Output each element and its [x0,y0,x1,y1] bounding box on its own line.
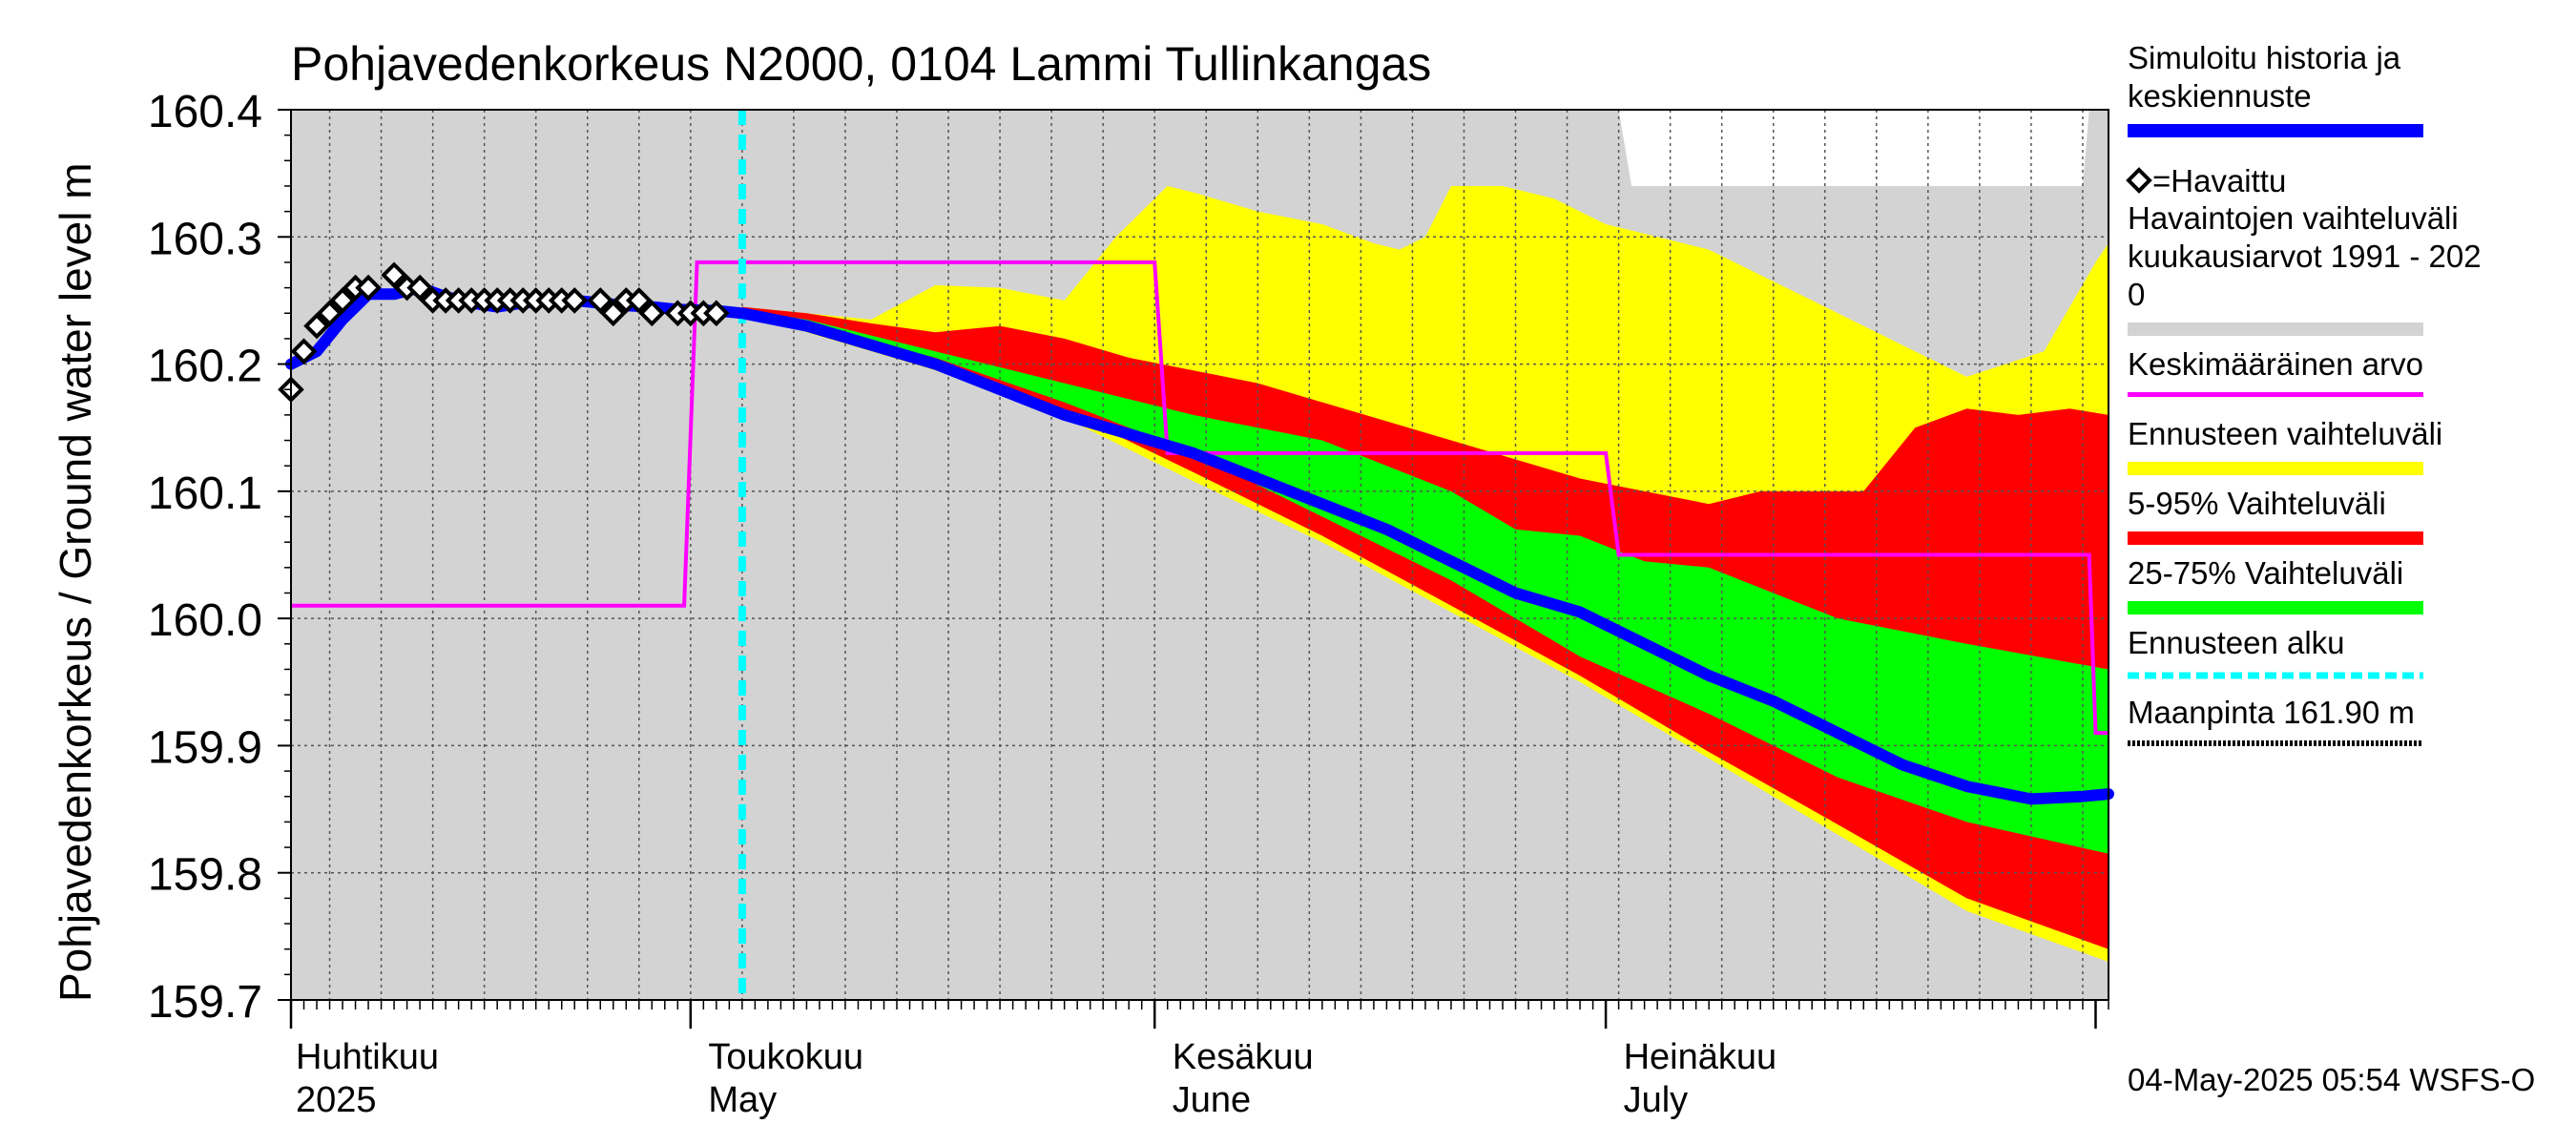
p25-75-band [741,309,2109,854]
observed-point [406,274,433,302]
y-tick-label: 160.2 [148,342,262,392]
y-tick-label: 159.7 [148,977,262,1028]
observed-point [703,300,730,327]
observed-point [329,287,356,314]
observed-point [625,287,653,314]
y-tick-label: 160.4 [148,87,262,137]
legend-label: Ennusteen vaihteluväli [2128,416,2442,451]
observed-point [290,338,318,365]
legend-label: =Havaittu [2152,163,2286,198]
chart-title: Pohjavedenkorkeus N2000, 0104 Lammi Tull… [291,37,1431,91]
legend-label: Ennusteen alku [2128,625,2345,660]
observed-point [599,300,627,327]
x-month-label-en: July [1624,1080,1689,1120]
x-month-label-fi: Huhtikuu [296,1037,439,1077]
legend-label: Maanpinta 161.90 m [2128,695,2415,730]
legend-label: 0 [2128,277,2145,312]
observed-point [381,261,407,289]
y-tick-label: 160.1 [148,468,262,519]
grid-lines [291,110,2109,1000]
legend-diamond-icon [2126,167,2152,194]
mean-level-line [291,260,2109,736]
x-month-label-fi: Kesäkuu [1173,1037,1314,1077]
y-tick-label: 159.8 [148,850,262,901]
y-axis-label: Pohjavedenkorkeus / Ground water level m [51,162,100,1002]
legend-label: 5-95% Vaihteluväli [2128,486,2386,521]
observed-point [303,312,330,340]
x-month-label-fi: Heinäkuu [1624,1037,1777,1077]
legend-label: keskiennuste [2128,78,2312,114]
observed-point [561,287,589,314]
x-month-label-en: June [1173,1080,1251,1120]
legend-swatch [2128,601,2423,614]
legend-swatch [2128,323,2423,336]
legend-label: kuukausiarvot 1991 - 202 [2128,239,2482,274]
legend-swatch [2128,531,2423,545]
plot-frame [290,109,2109,1001]
observed-point [316,300,343,327]
observed-point [355,274,382,302]
y-tick-label: 160.0 [148,595,262,646]
x-month-label-fi: Toukokuu [708,1037,863,1077]
legend-label: Simuloitu historia ja [2128,40,2401,75]
legend-swatch [2128,392,2423,397]
observed-point [587,287,614,314]
footer-timestamp: 04-May-2025 05:54 WSFS-O [2128,1062,2535,1097]
x-month-label-en: 2025 [296,1080,377,1120]
x-month-label-en: May [708,1080,777,1120]
legend-swatch [2128,124,2423,137]
legend-label: Keskimääräinen arvo [2128,346,2423,382]
y-tick-label: 160.3 [148,214,262,264]
y-axis-ticks: 159.7 159.8 159.9 160.0 160.1 160.2 160.3 160.4 [148,87,291,1028]
legend-label: 25-75% Vaihteluväli [2128,555,2403,591]
y-tick-label: 159.9 [148,722,262,773]
legend-label: Havaintojen vaihteluväli [2128,200,2459,236]
plot-area [278,109,2114,1001]
legend-swatch [2128,462,2423,475]
observed-point [638,300,666,327]
